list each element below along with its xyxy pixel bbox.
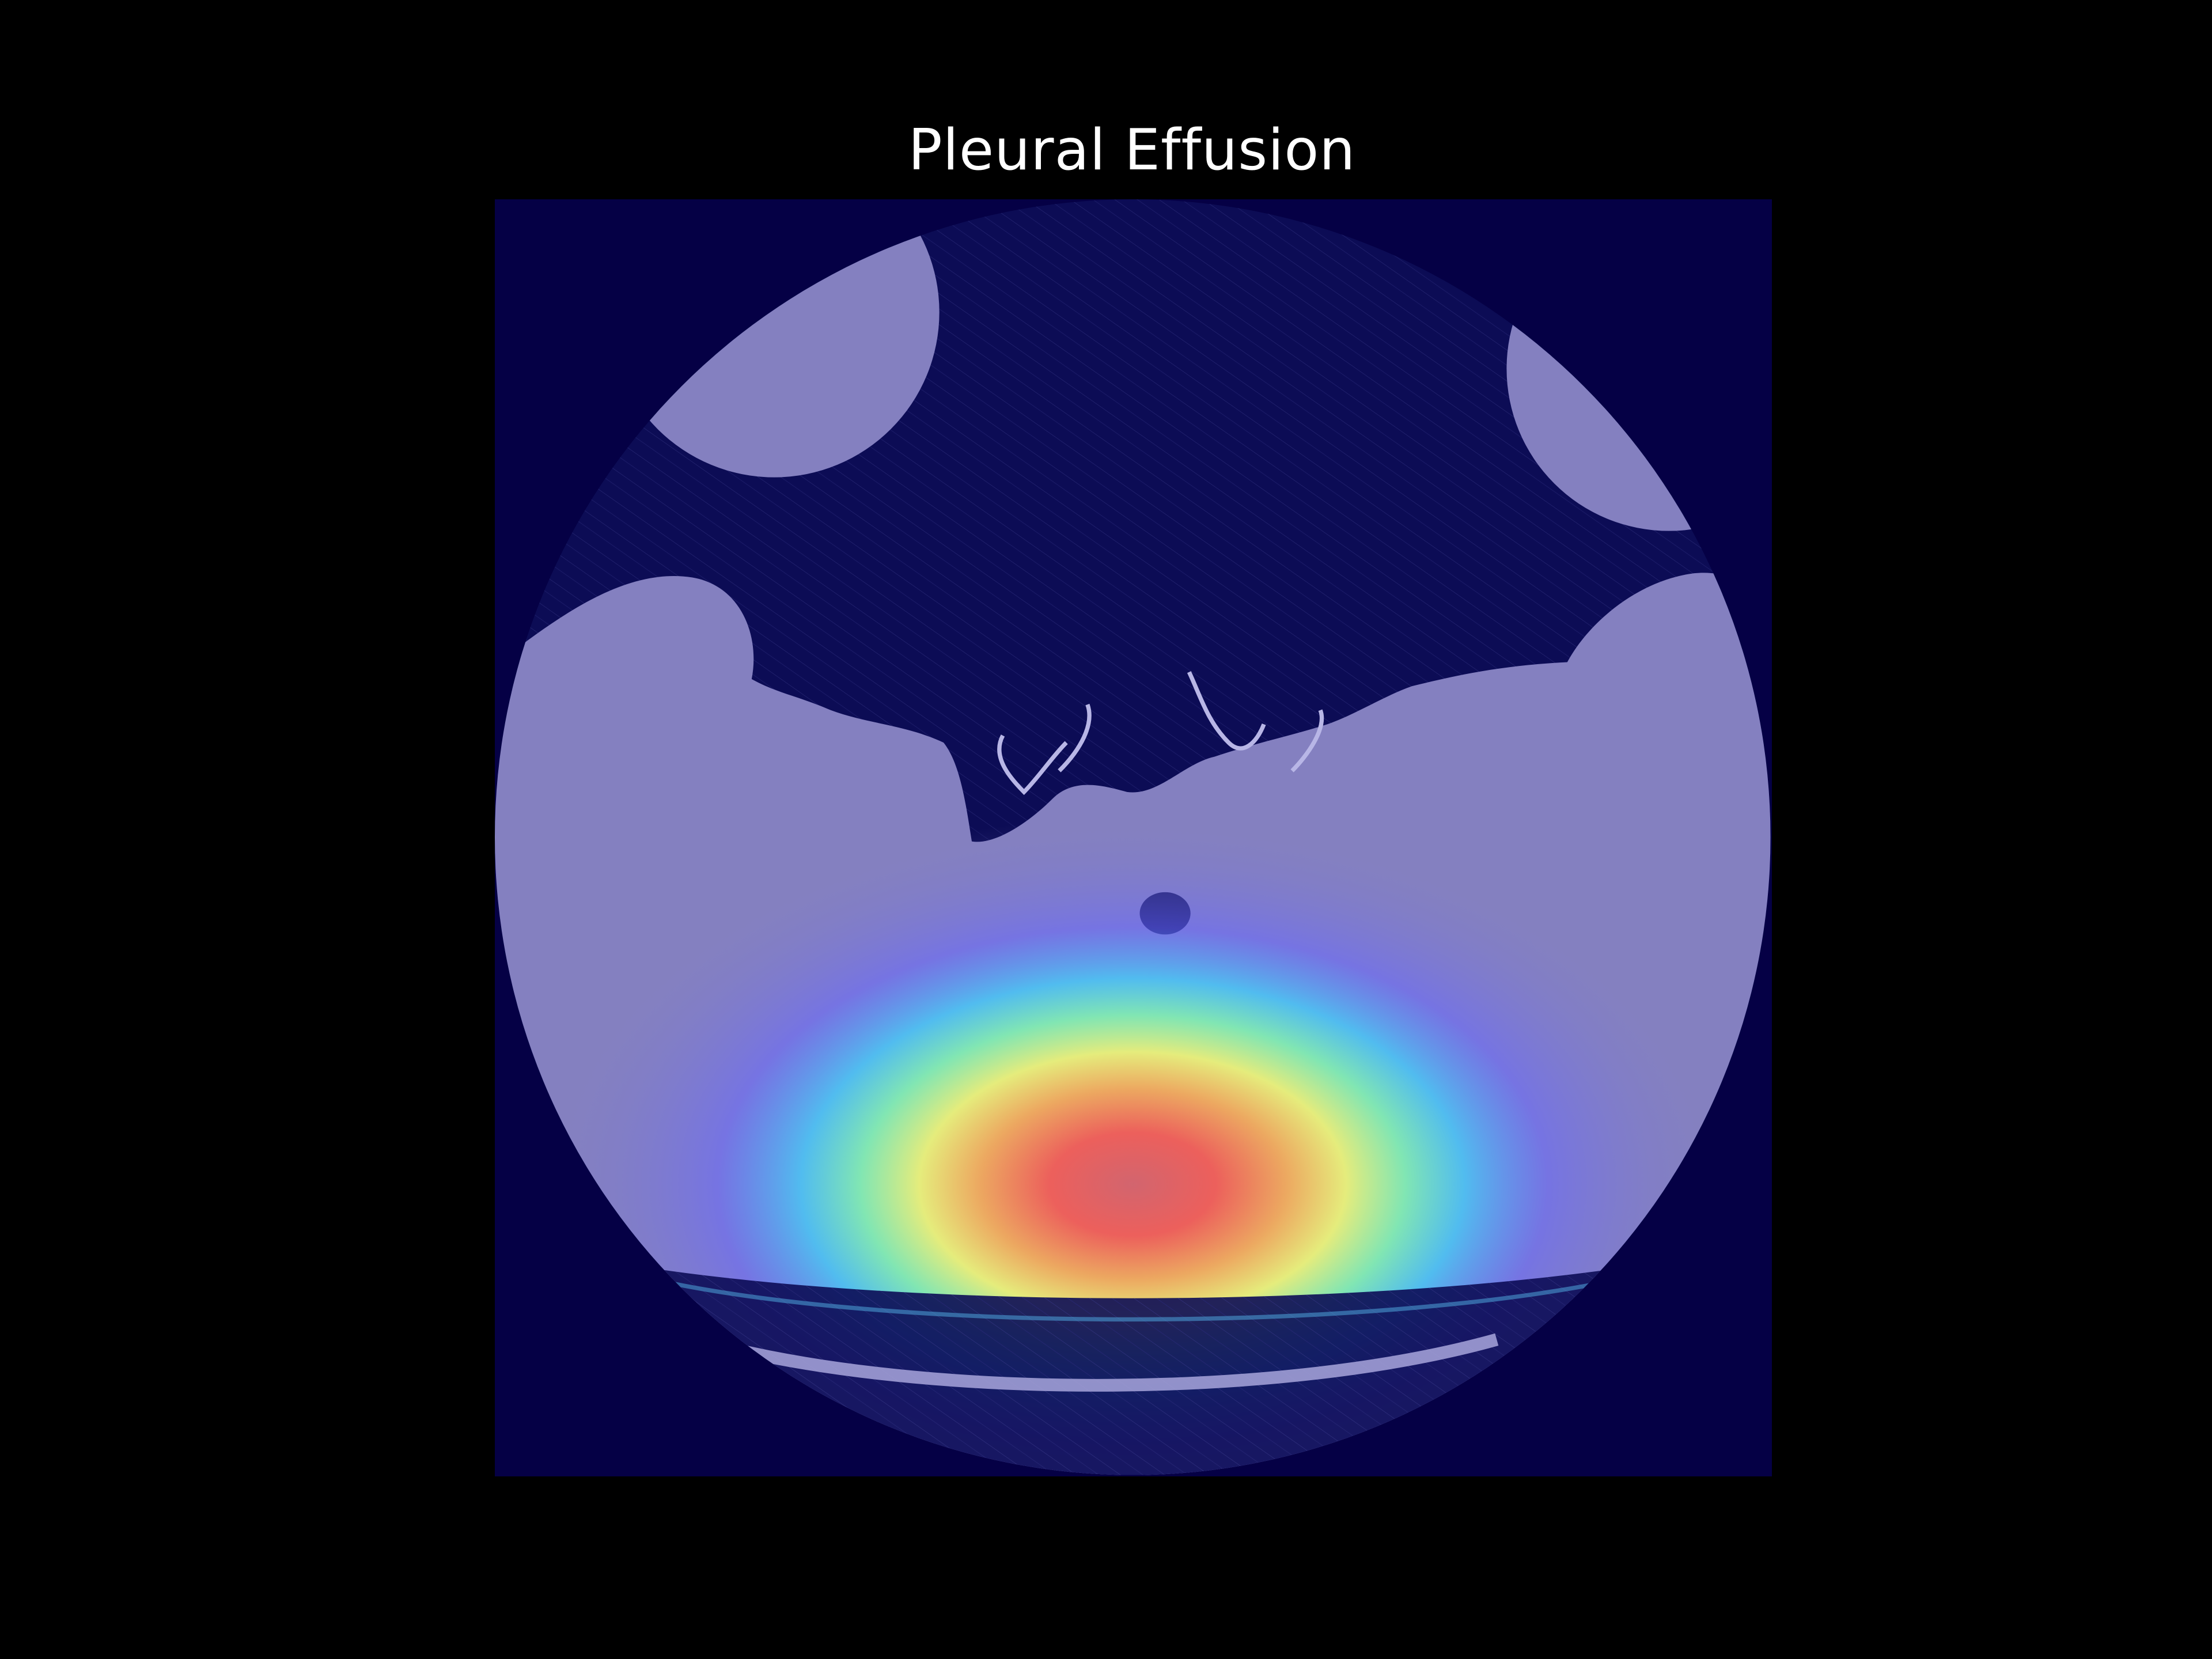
- figure-title: Pleural Effusion: [908, 118, 1356, 183]
- table-edge: [733, 1333, 1499, 1392]
- ct-scan-image: [495, 199, 1772, 1476]
- ct-scan-svg: [495, 199, 1772, 1476]
- table-rim: [621, 1270, 1653, 1322]
